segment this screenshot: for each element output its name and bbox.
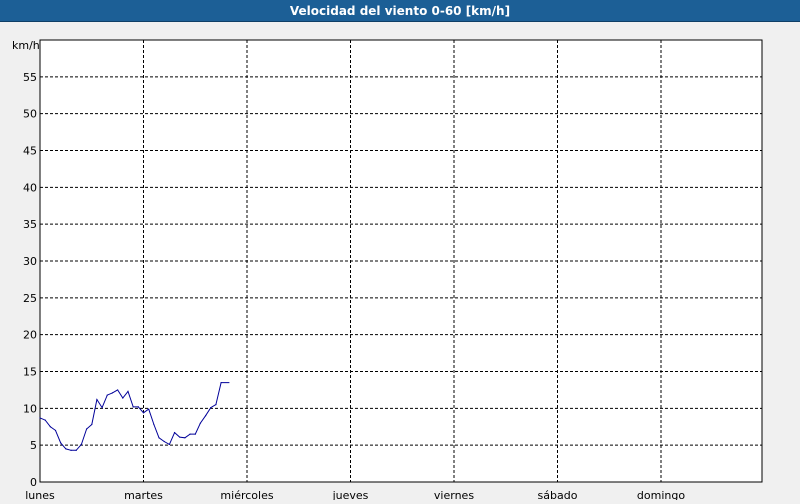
wind-speed-data-point bbox=[137, 406, 139, 408]
chart-area: 0 5 10 15 20 25 30 35 40 45 50 55 lunes18/08/25mart… bbox=[0, 22, 800, 502]
wind-speed-data-point bbox=[148, 408, 150, 410]
wind-speed-data-point bbox=[91, 423, 93, 426]
wind-speed-data-point bbox=[173, 432, 176, 434]
wind-speed-data-point bbox=[158, 437, 160, 439]
x-tick-labels: lunes18/08/25martes19/08/25miércoles20/0… bbox=[25, 489, 685, 502]
wind-speed-data-point bbox=[127, 390, 129, 392]
wind-speed-data-point bbox=[184, 437, 186, 439]
wind-speed-data-point bbox=[189, 433, 191, 435]
wind-speed-data-point bbox=[111, 392, 114, 394]
y-tick-label: 10 bbox=[23, 402, 37, 415]
x-tick-day-label: jueves bbox=[332, 489, 369, 500]
wind-speed-data-point bbox=[80, 443, 82, 446]
wind-speed-data-point bbox=[44, 419, 46, 421]
wind-speed-data-point bbox=[85, 428, 88, 430]
x-tick-day-label: miércoles bbox=[220, 489, 273, 500]
wind-speed-data-point bbox=[96, 398, 98, 401]
x-tick-day-label: sábado bbox=[538, 489, 578, 500]
wind-speed-data-point bbox=[163, 440, 165, 443]
plot-frame bbox=[39, 39, 763, 483]
y-tick-labels: 0 5 10 15 20 25 30 35 40 45 50 55 bbox=[23, 71, 37, 489]
y-tick-label: 45 bbox=[23, 145, 37, 158]
wind-speed-data-point bbox=[49, 426, 51, 428]
wind-speed-data-point bbox=[168, 443, 170, 446]
x-tick-day-label: domingo bbox=[637, 489, 685, 500]
wind-speed-data-point bbox=[122, 397, 124, 399]
y-tick-label: 5 bbox=[30, 439, 37, 452]
wind-speed-data-point bbox=[210, 406, 212, 409]
x-tick-day-label: viernes bbox=[434, 489, 474, 500]
wind-speed-data-point bbox=[194, 433, 196, 435]
y-axis-unit-label: km/h bbox=[12, 39, 40, 52]
x-tick-day-label: lunes bbox=[25, 489, 55, 500]
wind-speed-chart: 0 5 10 15 20 25 30 35 40 45 50 55 lunes18/08/25mart… bbox=[12, 39, 763, 502]
wind-speed-data-point bbox=[215, 404, 217, 406]
wind-speed-data-point bbox=[60, 442, 62, 444]
wind-speed-data-point bbox=[54, 429, 57, 432]
wind-speed-data-point bbox=[199, 422, 202, 424]
wind-speed-data-point bbox=[101, 406, 103, 409]
wind-speed-data-point bbox=[205, 415, 207, 417]
grid-layer bbox=[40, 40, 762, 482]
wind-speed-data-point bbox=[142, 412, 145, 414]
wind-speed-data-point bbox=[179, 436, 181, 438]
wind-speed-data-point bbox=[39, 417, 41, 419]
wind-speed-data-point bbox=[65, 448, 67, 450]
wind-speed-data-point bbox=[70, 449, 72, 451]
y-tick-label: 25 bbox=[23, 292, 37, 305]
x-tick-day-label: martes bbox=[124, 489, 163, 500]
series-layer bbox=[39, 381, 230, 451]
wind-speed-data-point bbox=[117, 389, 119, 391]
y-tick-label: 40 bbox=[23, 181, 37, 194]
wind-speed-data-point bbox=[106, 394, 108, 396]
y-tick-label: 55 bbox=[23, 71, 37, 84]
wind-speed-data-point bbox=[220, 381, 222, 384]
wind-speed-data-point bbox=[132, 406, 134, 408]
wind-speed-data-point bbox=[153, 423, 155, 426]
y-tick-label: 20 bbox=[23, 329, 37, 342]
y-tick-label: 35 bbox=[23, 218, 37, 231]
y-tick-label: 30 bbox=[23, 255, 37, 268]
wind-speed-data-point bbox=[75, 449, 77, 451]
y-tick-label: 15 bbox=[23, 366, 37, 379]
y-tick-label: 50 bbox=[23, 108, 37, 121]
chart-title: Velocidad del viento 0-60 [km/h] bbox=[0, 0, 800, 22]
y-tick-label: 0 bbox=[30, 476, 37, 489]
